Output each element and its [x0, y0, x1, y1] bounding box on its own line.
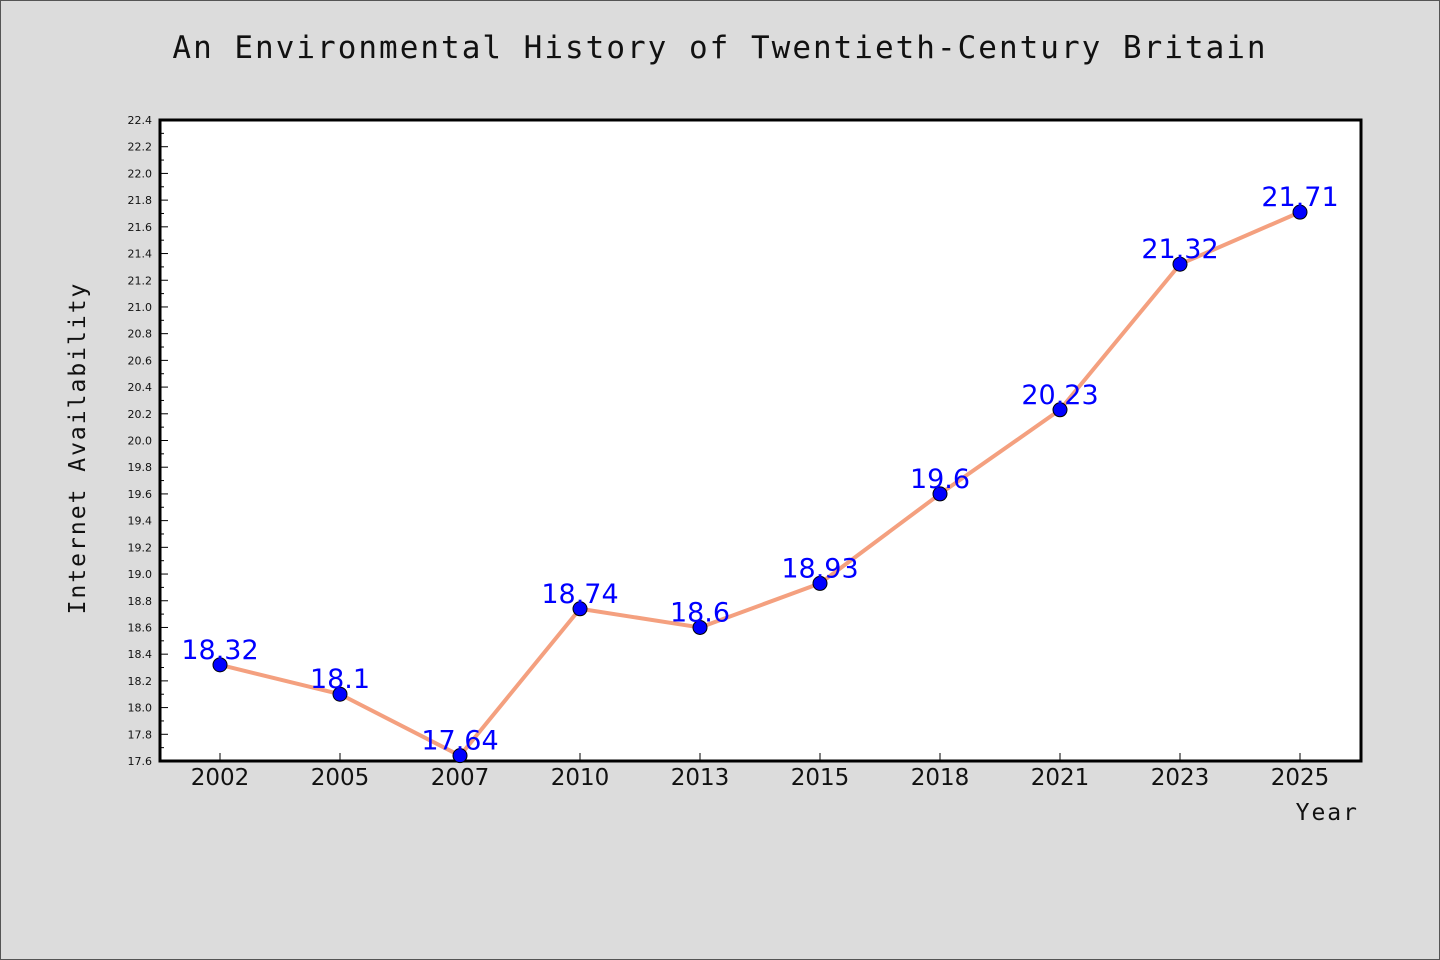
y-tick-label: 19.4 [128, 515, 153, 528]
y-tick-label: 18.8 [128, 595, 153, 608]
x-axis: 2002 2005 2007 2010 2013 2015 2018 2021 2023 2025 [191, 753, 1330, 791]
y-tick-label: 20.6 [128, 354, 153, 367]
y-tick-label: 18.6 [128, 621, 153, 634]
x-tick-label: 2010 [551, 765, 610, 791]
y-tick-label: 20.0 [128, 435, 153, 448]
data-label-2005: 18.1 [310, 664, 370, 695]
y-tick-label: 21.8 [128, 194, 153, 207]
x-axis-label: Year [1296, 800, 1359, 826]
data-point-2025 [1292, 204, 1308, 220]
data-point-2013 [692, 619, 708, 635]
y-tick-label: 22.4 [128, 114, 153, 127]
y-tick-label: 19.2 [128, 541, 153, 554]
data-label-2023: 21.32 [1141, 234, 1218, 265]
x-tick-label: 2002 [191, 765, 250, 791]
data-point-2005 [332, 686, 348, 702]
data-label-2002: 18.32 [181, 635, 258, 666]
data-label-2010: 18.74 [541, 579, 618, 610]
chart-title: An Environmental History of Twentieth-Ce… [172, 30, 1268, 66]
series-line [219, 210, 1301, 758]
series-group: 18.32 18.1 17.64 18.74 18.6 18.93 19.6 20.23 21.… [181, 182, 1339, 764]
y-tick-label: 20.4 [128, 381, 153, 394]
y-tick-label: 17.8 [128, 728, 153, 741]
data-label-2025: 21.71 [1261, 182, 1338, 213]
x-tick-label: 2005 [311, 765, 370, 791]
x-tick-label: 2015 [791, 765, 850, 791]
y-tick-label: 18.2 [128, 675, 153, 688]
x-tick-label: 2023 [1151, 765, 1210, 791]
plot-area [158, 118, 1363, 763]
y-tick-label: 21.4 [128, 248, 153, 261]
y-tick-label: 18.0 [128, 702, 153, 715]
y-tick-label: 20.8 [128, 328, 153, 341]
x-tick-label: 2025 [1271, 765, 1330, 791]
y-tick-label: 19.0 [128, 568, 153, 581]
y-tick-label: 19.8 [128, 461, 153, 474]
data-point-2023 [1172, 256, 1188, 272]
data-point-2021 [1052, 402, 1068, 418]
y-tick-label: 22.0 [128, 167, 153, 180]
y-tick-label: 19.6 [128, 488, 153, 501]
y-tick-label: 20.2 [128, 408, 153, 421]
y-tick-label: 21.2 [128, 274, 153, 287]
data-label-2013: 18.6 [670, 597, 730, 628]
data-point-2002 [212, 657, 228, 673]
data-point-2018 [932, 486, 948, 502]
data-label-2018: 19.6 [910, 464, 970, 495]
data-label-2021: 20.23 [1021, 380, 1098, 411]
y-axis-label: Internet Availability [65, 282, 91, 615]
y-tick-label: 21.6 [128, 221, 153, 234]
y-tick-label: 18.4 [128, 648, 153, 661]
data-point-2015 [812, 575, 828, 591]
x-tick-label: 2007 [431, 765, 490, 791]
x-tick-label: 2021 [1031, 765, 1090, 791]
data-label-2015: 18.93 [781, 553, 858, 584]
y-axis: 17.6 17.8 18.0 18.2 18.4 18.6 18.8 19.0 19.2 19.4… [128, 114, 168, 768]
y-tick-label: 21.0 [128, 301, 153, 314]
x-tick-label: 2013 [671, 765, 730, 791]
x-tick-label: 2018 [911, 765, 970, 791]
data-point-2010 [572, 601, 588, 617]
y-tick-label: 17.6 [128, 755, 153, 768]
data-point-2007 [452, 748, 468, 764]
data-label-2007: 17.64 [421, 726, 498, 757]
y-tick-label: 22.2 [128, 141, 153, 154]
